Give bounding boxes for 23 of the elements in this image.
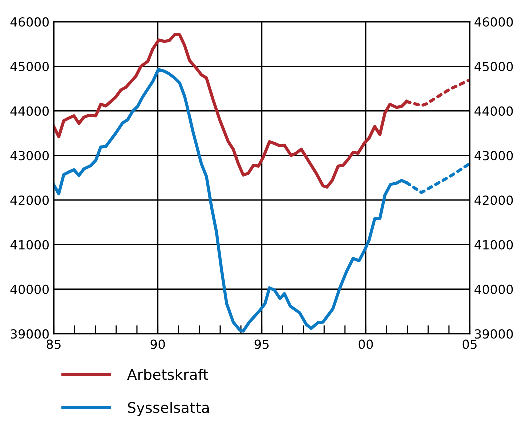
y2-tick-label: 44000 (474, 106, 514, 116)
y2-tick-label: 46000 (474, 17, 514, 27)
x-tick-label: 95 (254, 340, 269, 350)
x-tick-label: 85 (46, 340, 61, 350)
y-tick-label: 39000 (11, 329, 49, 339)
x-tick-label: 00 (358, 340, 374, 350)
y2-tick-label: 40000 (474, 284, 514, 294)
y2-tick-label: 45000 (474, 62, 514, 72)
y-tick-label: 42000 (10, 196, 49, 206)
y2-tick-label: 43000 (474, 151, 514, 161)
y-tick-label: 43000 (10, 151, 49, 161)
y-tick-label: 40000 (10, 284, 49, 294)
y-tick-label: 46000 (10, 17, 49, 27)
x-tick-label: 90 (150, 340, 166, 350)
legend-label: Arbetskraft (127, 368, 208, 380)
y-tick-label: 41000 (10, 240, 49, 250)
x-tick-label: 05 (462, 340, 477, 350)
y2-tick-label: 42000 (474, 196, 514, 206)
y-tick-label: 45000 (10, 62, 49, 72)
y-tick-label: 44000 (10, 106, 49, 116)
y2-tick-label: 41000 (474, 240, 514, 250)
legend-label: Sysselsatta (128, 402, 209, 416)
y2-tick-label: 39000 (475, 329, 514, 339)
